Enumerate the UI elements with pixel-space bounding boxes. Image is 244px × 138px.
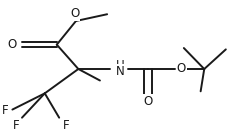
Text: O: O — [143, 95, 152, 108]
Text: N: N — [116, 65, 124, 78]
Text: O: O — [7, 38, 17, 51]
Text: O: O — [177, 62, 186, 75]
Text: O: O — [70, 7, 79, 20]
Text: F: F — [13, 119, 19, 132]
Text: F: F — [62, 119, 69, 132]
Text: F: F — [2, 104, 9, 117]
Text: H: H — [116, 59, 124, 72]
